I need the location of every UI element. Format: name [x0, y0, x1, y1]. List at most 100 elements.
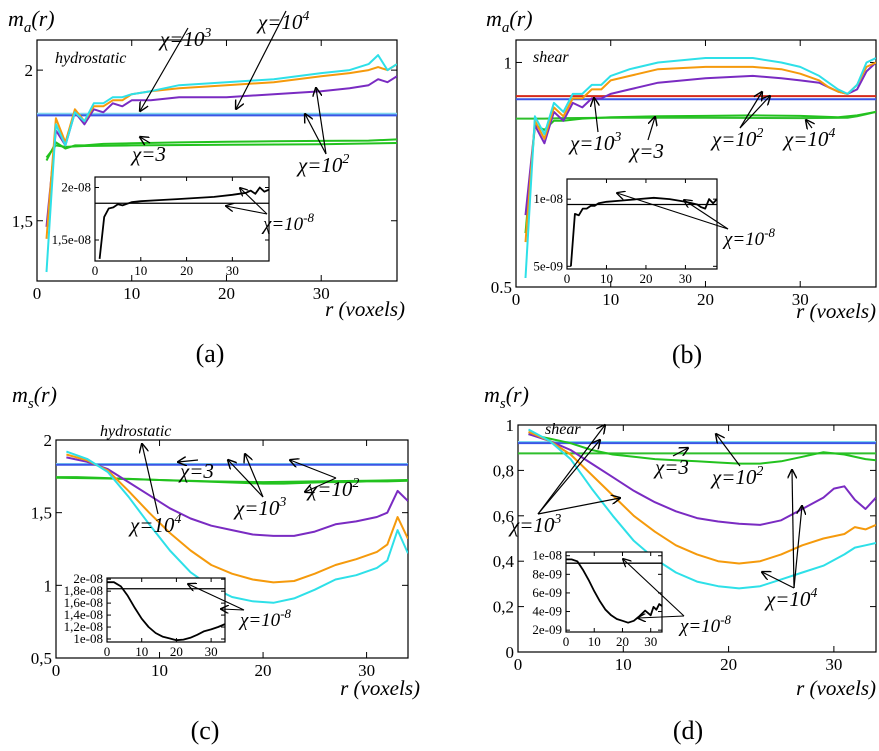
plot-lines [56, 450, 408, 604]
series-line [528, 430, 876, 565]
panel-label: (b) [672, 340, 702, 369]
x-tick-label: 30 [358, 661, 375, 680]
x-tick-label: 20 [170, 644, 183, 659]
label-arrow [793, 506, 802, 589]
inset-frame [106, 577, 226, 643]
y-tick-label: 0,4 [493, 552, 515, 571]
plot-lines [518, 428, 876, 590]
x-tick-label: 30 [313, 284, 330, 303]
inset-series-line [107, 581, 225, 642]
mode-label: shear [545, 421, 581, 438]
y-tick-label: 0,5 [31, 649, 52, 668]
x-axis-label: r (voxels) [340, 676, 420, 700]
inset-a: 0 10 20 30 1,5e-08 2e-08 χ=10-8 [52, 176, 315, 278]
y-tick-label: 1,5 [31, 504, 52, 523]
label-arrow [716, 434, 741, 467]
series-line [528, 428, 876, 590]
x-tick-label: 10 [602, 290, 619, 309]
x-axis-label: r (voxels) [796, 299, 876, 323]
y-tick-label: 1e-08 [532, 548, 562, 563]
label-arrow [647, 117, 655, 141]
inset-frame [565, 551, 663, 633]
y-tick-label: 0,2 [493, 598, 514, 617]
inset-label-arrow [240, 188, 268, 215]
label-arrow [739, 92, 762, 129]
panel-a: 0 10 20 30 1,5 2 ma(r) r (voxels) (a) hydrostatic… [8, 6, 405, 368]
panel-d: 0 10 20 30 0 0,2 0,4 0,6 0,8 1 ms(r) r (voxels) (d) s… [484, 382, 877, 745]
y-tick-label: 2e-08 [61, 180, 91, 195]
x-tick-label: 0 [563, 634, 570, 649]
curve-label: χ=102 [710, 464, 763, 489]
y-axis-label: ms(r) [484, 382, 529, 412]
series-line [66, 453, 408, 584]
label-arrow [140, 27, 189, 111]
inset-b: 0 10 20 30 5e-09 1e-08 χ=10-8 [533, 178, 776, 286]
series-line [524, 61, 876, 243]
label-arrow [316, 88, 327, 155]
label-arrow [142, 444, 159, 515]
x-tick-label: 30 [205, 644, 218, 659]
inset-series-line [98, 186, 269, 259]
y-axis-label: ms(r) [12, 382, 57, 412]
x-axis-label: r (voxels) [796, 676, 876, 700]
series-line [528, 433, 876, 526]
panel-b: 0 10 20 30 0.5 1 ma(r) r (voxels) (b) shear χ=103 χ… [486, 6, 877, 369]
y-tick-label: 0.5 [491, 278, 512, 297]
series-line [45, 138, 397, 161]
y-tick-label: 1,2e-08 [64, 619, 103, 634]
x-tick-label: 30 [644, 634, 657, 649]
inset-label-arrow [221, 609, 245, 610]
x-tick-label: 20 [180, 263, 193, 278]
inset-c: 0 10 20 30 1e-081,2e-081,4e-081,6e-081,8e-08… [64, 571, 292, 659]
y-tick-label: 1,8e-08 [64, 583, 103, 598]
inset-curve-label: χ=10-8 [238, 606, 292, 631]
y-tick-label: 1,4e-08 [64, 607, 103, 622]
y-tick-label: 2e-09 [532, 622, 562, 637]
y-tick-label: 8e-09 [532, 566, 562, 581]
x-axis-label: r (voxels) [325, 297, 405, 321]
inset-label-arrow [638, 616, 685, 618]
inset-label-arrow [617, 193, 729, 230]
y-tick-label: 1e-08 [73, 631, 103, 646]
inset-label-arrow [226, 206, 268, 215]
mode-label: shear [533, 49, 569, 66]
y-tick-label: 1,5 [12, 212, 33, 231]
y-tick-label: 2 [44, 431, 53, 450]
curve-label: χ=3 [178, 459, 214, 483]
x-tick-label: 20 [218, 284, 235, 303]
label-arrow [245, 454, 264, 498]
label-arrow [305, 477, 337, 492]
x-tick-label: 10 [600, 271, 613, 286]
panel-label: (a) [196, 339, 225, 368]
x-tick-label: 0 [92, 263, 99, 278]
x-tick-label: 30 [679, 271, 692, 286]
inset-lines [107, 581, 225, 642]
series-line [45, 142, 397, 159]
curve-label: χ=104 [782, 126, 835, 151]
inset-frame [94, 176, 270, 262]
panel-label: (d) [673, 716, 703, 745]
plot-lines [37, 54, 397, 273]
y-axis-label: ma(r) [8, 6, 55, 36]
inset-curve-label: χ=10-8 [261, 210, 315, 235]
x-tick-label: 0 [564, 271, 571, 286]
curve-label: χ=104 [128, 512, 181, 537]
inset-label-arrow [623, 559, 685, 617]
y-tick-label: 1e-08 [533, 191, 563, 206]
inset-lines [566, 558, 662, 624]
x-tick-label: 0 [104, 644, 111, 659]
mode-label: hydrostatic [100, 423, 171, 440]
y-tick-label: 1,6e-08 [64, 595, 103, 610]
inset-label-arrow [684, 200, 729, 230]
label-arrow [762, 572, 795, 589]
y-tick-label: 1 [506, 416, 515, 435]
curve-label: χ=104 [764, 586, 817, 611]
y-axis-label: ma(r) [486, 6, 533, 36]
x-tick-label: 20 [697, 290, 714, 309]
series-line [66, 456, 408, 537]
x-tick-label: 10 [588, 634, 601, 649]
x-tick-label: 0 [33, 284, 42, 303]
label-arrow [739, 96, 770, 129]
label-arrow [537, 440, 600, 515]
